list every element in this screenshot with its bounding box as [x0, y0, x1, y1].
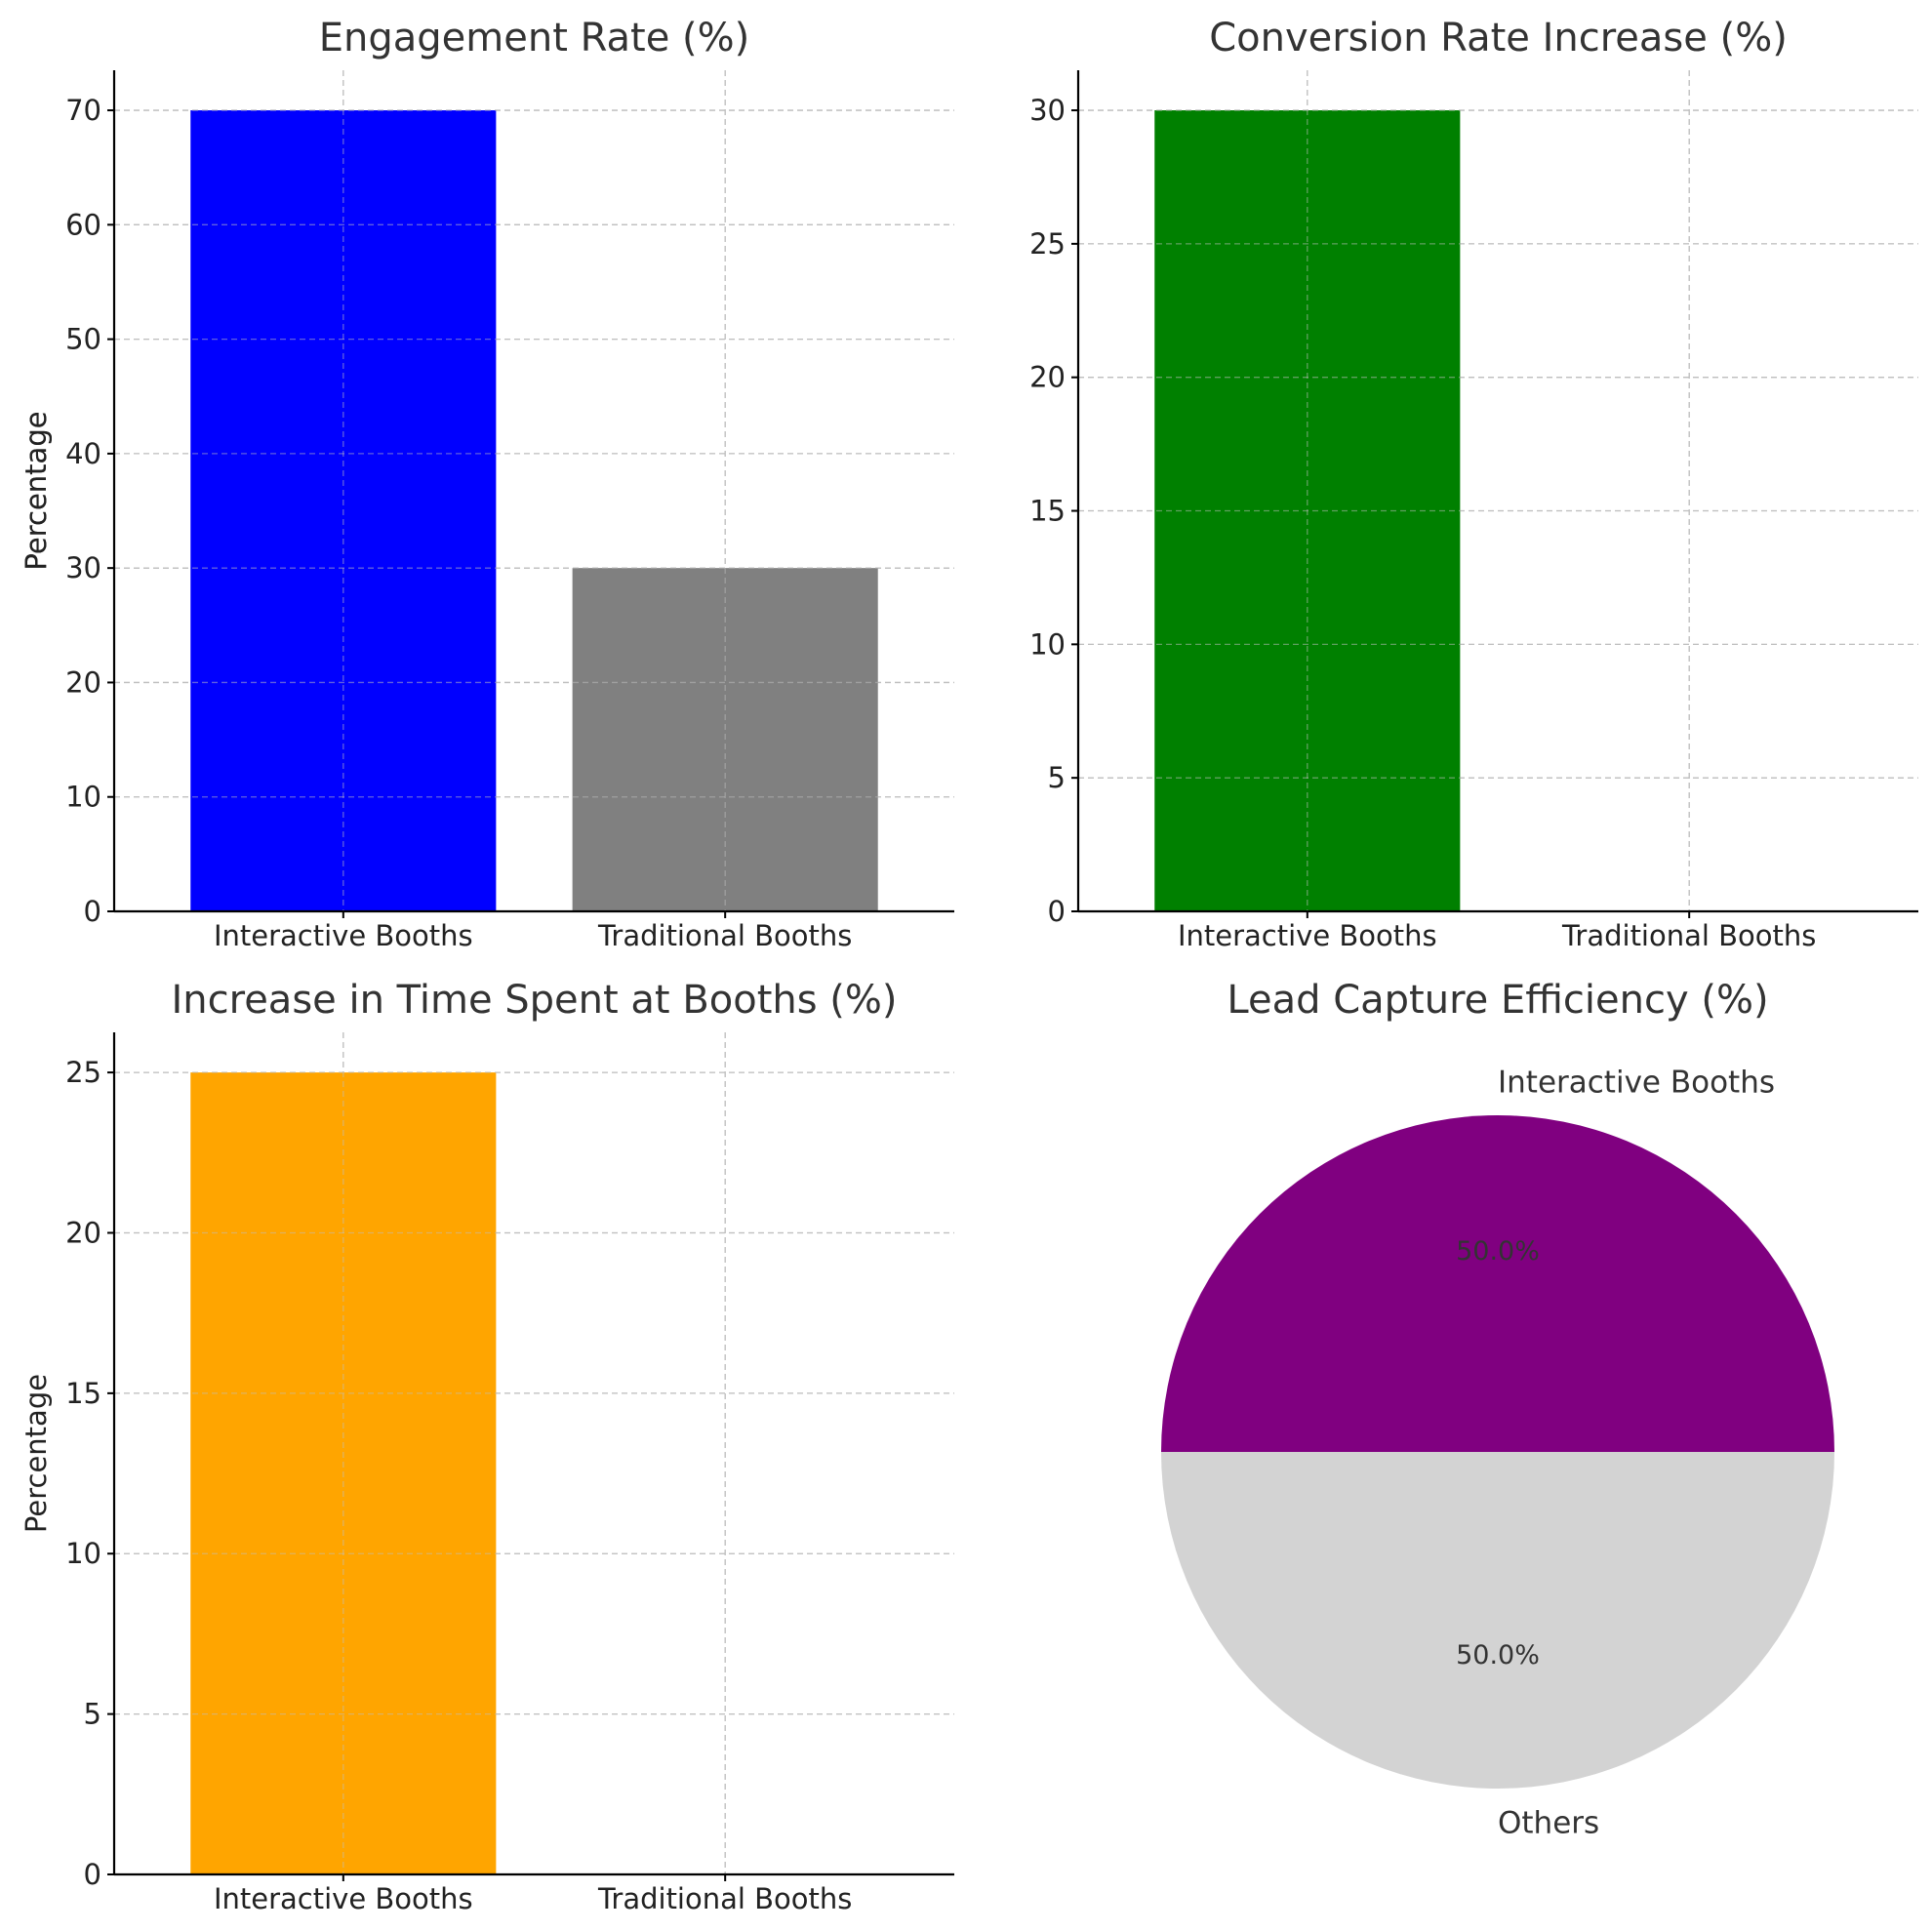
y-axis-label: Percentage	[20, 411, 53, 570]
pie-slice-others	[1161, 1452, 1834, 1789]
x-tick-label: Traditional Booths	[597, 919, 852, 952]
pie-percent-label: 50.0%	[1456, 1640, 1540, 1670]
pie-percent-label: 50.0%	[1456, 1236, 1540, 1267]
chart-title: Increase in Time Spent at Booths (%)	[171, 978, 897, 1023]
y-tick-label: 0	[84, 1858, 101, 1891]
y-tick-label: 15	[65, 1377, 101, 1410]
y-tick-label: 10	[65, 781, 101, 814]
conversion-rate-chart: Conversion Rate Increase (%) 0 5 10 15 20 25 30…	[20, 16, 1918, 952]
chart-title: Lead Capture Efficiency (%)	[1227, 978, 1768, 1023]
pie-slice-interactive-booths	[1161, 1115, 1834, 1452]
y-tick-label: 25	[65, 1056, 101, 1089]
x-tick-label: Traditional Booths	[597, 1882, 852, 1915]
lead-capture-pie-chart: Lead Capture Efficiency (%) 50.0% Interact…	[1161, 978, 1834, 1841]
x-tick-label: Interactive Booths	[214, 1882, 473, 1915]
chart-title: Engagement Rate (%)	[319, 16, 750, 60]
y-tick-label: 60	[65, 208, 101, 241]
y-tick-label: 20	[1029, 361, 1066, 394]
y-tick-label: 25	[1029, 227, 1066, 261]
y-axis-label: Percentage	[20, 1374, 53, 1533]
pie-category-label: Others	[1498, 1806, 1599, 1841]
x-tick-label: Interactive Booths	[1178, 919, 1437, 952]
x-tick-label: Traditional Booths	[1561, 919, 1816, 952]
y-tick-label: 10	[65, 1537, 101, 1570]
y-tick-label: 0	[1048, 895, 1066, 928]
engagement-rate-chart: Engagement Rate (%) 0 10 20 30 40 50 60 70 Intera…	[20, 16, 954, 952]
y-tick-label: 5	[1048, 761, 1066, 794]
y-axis-label: Percentage	[20, 411, 53, 570]
y-tick-label: 20	[65, 1216, 101, 1249]
y-tick-label: 70	[65, 94, 101, 127]
y-tick-label: 5	[84, 1698, 101, 1731]
time-spent-chart: Increase in Time Spent at Booths (%) 0 5 10…	[20, 978, 954, 1915]
y-tick-label: 30	[1029, 94, 1066, 127]
y-tick-label: 20	[65, 665, 101, 699]
y-tick-label: 50	[65, 323, 101, 356]
chart-title: Conversion Rate Increase (%)	[1209, 16, 1788, 60]
pie-category-label: Interactive Booths	[1498, 1066, 1775, 1101]
y-tick-label: 40	[65, 437, 101, 470]
y-tick-label: 30	[65, 551, 101, 584]
y-tick-label: 0	[84, 895, 101, 928]
y-tick-label: 15	[1029, 495, 1066, 528]
y-tick-label: 10	[1029, 627, 1066, 661]
x-tick-label: Interactive Booths	[214, 919, 473, 952]
